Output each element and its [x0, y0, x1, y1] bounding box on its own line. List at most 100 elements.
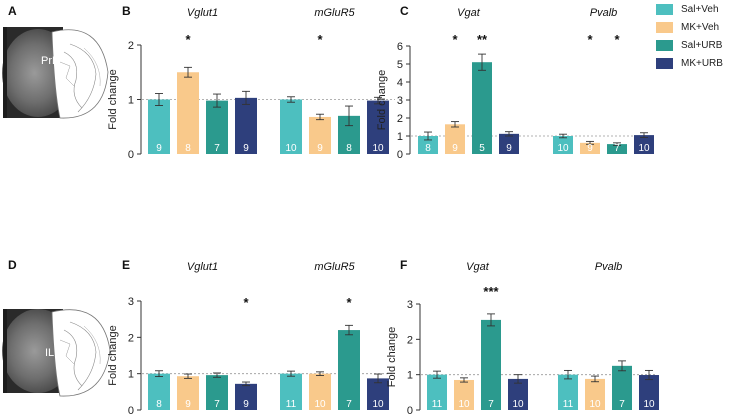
bar-sal-urb: [612, 365, 632, 410]
significance-star: *: [614, 32, 620, 47]
sample-size-label: 10: [512, 399, 524, 410]
chart-b: 0 1 2 Fold change Vglut1 9 8 * 7 9 mGluR5 10 9 * 8 10: [107, 7, 395, 161]
sample-size-label: 9: [156, 143, 162, 154]
sample-size-label: 8: [156, 399, 162, 410]
legend-item-sal-veh: Sal+Veh: [656, 0, 730, 18]
bar-sal-urb: [338, 115, 360, 154]
y-axis-label: Fold change: [376, 70, 388, 131]
brain-section-image-d: [2, 309, 111, 397]
bar-mk-urb: [235, 383, 257, 410]
sample-size-label: 10: [372, 143, 384, 154]
sample-size-label: 10: [314, 399, 326, 410]
bar-sal-veh: [427, 374, 447, 410]
sample-size-label: 9: [452, 143, 458, 154]
bar-mk-urb: [634, 135, 654, 154]
significance-star: *: [185, 32, 191, 47]
bar-sal-veh: [148, 99, 170, 154]
sample-size-label: 9: [506, 143, 512, 154]
y-tick-label: 1: [128, 369, 134, 381]
y-axis-label: Fold change: [386, 327, 398, 388]
significance-star: *: [587, 32, 593, 47]
y-tick-label: 3: [397, 95, 403, 107]
sample-size-label: 8: [185, 143, 191, 154]
legend-swatch: [656, 3, 673, 15]
significance-star: *: [317, 32, 323, 47]
brain-section-image-a: [2, 27, 109, 119]
y-tick-label: 2: [397, 113, 403, 125]
bar-sal-urb: [206, 375, 228, 410]
sample-size-label: 8: [346, 143, 352, 154]
bar-sal-veh: [280, 99, 302, 154]
bar-mk-urb: [235, 97, 257, 154]
sample-size-label: 10: [638, 143, 650, 154]
y-tick-label: 1: [128, 95, 134, 107]
bar-sal-veh: [148, 373, 170, 410]
y-tick-label: 3: [128, 296, 134, 308]
gene-title-mglur5: mGluR5: [314, 261, 355, 273]
bar-mk-urb: [508, 378, 528, 410]
bar-sal-veh: [280, 373, 302, 410]
sample-size-label: 9: [243, 143, 249, 154]
sample-size-label: 7: [346, 399, 352, 410]
sample-size-label: 9: [243, 399, 249, 410]
gene-title-vglut1: Vglut1: [187, 7, 218, 19]
sample-size-label: 10: [458, 399, 470, 410]
sample-size-label: 7: [488, 399, 494, 410]
panel-letter-d: D: [8, 258, 17, 272]
panel-letter-f: F: [400, 258, 407, 272]
bar-mk-veh: [454, 379, 474, 410]
y-tick-label: 4: [397, 77, 403, 89]
bar-sal-veh: [553, 136, 573, 154]
legend-label: Sal+URB: [681, 39, 723, 51]
region-label-il: IL: [45, 347, 54, 359]
bar-sal-urb: [206, 100, 228, 154]
sample-size-label: 10: [285, 143, 297, 154]
legend-item-mk-veh: MK+Veh: [656, 18, 730, 36]
legend: Sal+Veh MK+Veh Sal+URB MK+URB: [656, 0, 730, 72]
sample-size-label: 10: [643, 399, 655, 410]
y-tick-label: 0: [128, 149, 134, 161]
sample-size-label: 5: [479, 143, 485, 154]
sample-size-label: 7: [214, 399, 220, 410]
y-tick-label: 2: [407, 334, 413, 346]
y-tick-label: 2: [128, 40, 134, 52]
y-tick-label: 5: [397, 59, 403, 71]
sample-size-label: 8: [425, 143, 431, 154]
panel-letter-e: E: [122, 258, 130, 272]
y-tick-label: 2: [128, 332, 134, 344]
y-tick-label: 6: [397, 41, 403, 53]
bar-sal-veh: [418, 136, 438, 154]
bar-mk-urb: [639, 375, 659, 410]
bar-sal-urb: [481, 319, 501, 410]
bar-mk-veh: [177, 376, 199, 410]
sample-size-label: 9: [317, 143, 323, 154]
region-label-prl: PrL: [41, 55, 58, 67]
y-tick-label: 3: [407, 299, 413, 311]
significance-star: **: [477, 32, 488, 47]
sample-size-label: 7: [614, 143, 620, 154]
bar-sal-urb: [338, 330, 360, 410]
bar-mk-veh: [585, 378, 605, 410]
sample-size-label: 11: [286, 399, 297, 410]
significance-star: ***: [483, 284, 499, 299]
panel-letter-c: C: [400, 4, 409, 18]
y-tick-label: 1: [397, 131, 403, 143]
sample-size-label: 7: [214, 143, 220, 154]
chart-c: 0 1 2 3 4 5 6 Fold change Vgat 8 9 * 5 ** 9 Pvalb 10 9 * 7 *…: [376, 7, 655, 161]
significance-star: *: [346, 295, 352, 310]
legend-label: MK+URB: [681, 57, 723, 69]
sample-size-label: 7: [619, 399, 625, 410]
bar-sal-veh: [558, 374, 578, 410]
legend-swatch: [656, 21, 673, 33]
sample-size-label: 10: [589, 399, 601, 410]
panel-letter-a: A: [8, 4, 17, 18]
y-axis-label: Fold change: [107, 69, 119, 130]
legend-swatch: [656, 39, 673, 51]
bar-sal-urb: [472, 62, 492, 155]
bar-mk-veh: [580, 142, 600, 154]
gene-title-mglur5: mGluR5: [314, 7, 355, 19]
bar-sal-urb: [607, 144, 627, 154]
gene-title-vgat: Vgat: [457, 7, 481, 19]
